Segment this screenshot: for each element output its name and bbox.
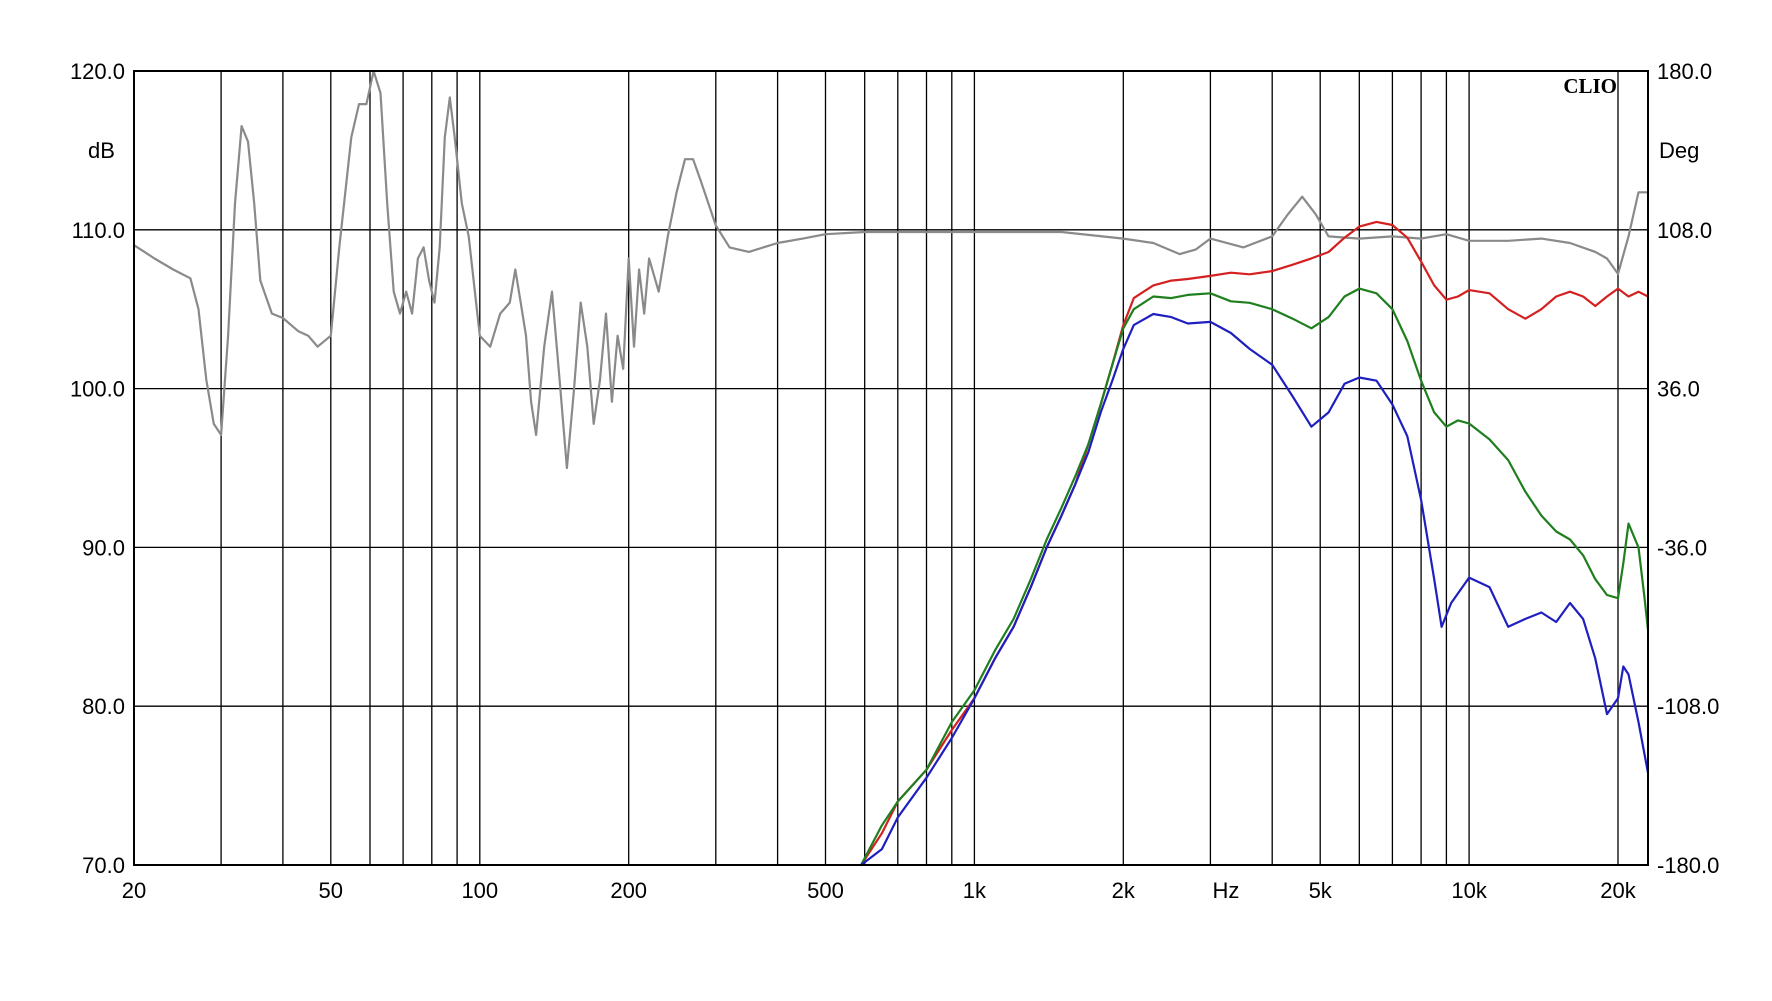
y-right-tick-label: 108.0 xyxy=(1657,218,1712,243)
right-axis-label: Deg xyxy=(1659,138,1699,163)
y-left-tick-label: 110.0 xyxy=(72,218,125,243)
y-left-tick-label: 70.0 xyxy=(82,853,125,878)
x-tick-label: 500 xyxy=(807,878,844,903)
grid-lines xyxy=(133,70,1648,866)
y-right-tick-label: -36.0 xyxy=(1657,535,1707,560)
series-green-curve xyxy=(860,287,1650,867)
y-left-tick-label: 100.0 xyxy=(70,377,125,402)
y-left-tick-label: 120.0 xyxy=(70,59,125,84)
plot-frame xyxy=(133,70,1649,866)
x-tick-label: 10k xyxy=(1451,878,1487,903)
y-left-tick-label: 80.0 xyxy=(82,694,125,719)
series-red-curve xyxy=(860,220,1650,867)
axis-labels: 20 50 100 200 500 1k 2k 5k 10k 20k 70.0 80.0 90.0 100… xyxy=(70,59,1719,903)
x-tick-label: 20 xyxy=(122,878,146,903)
x-tick-label: 100 xyxy=(461,878,498,903)
x-tick-label: 20k xyxy=(1600,878,1636,903)
x-tick-label: 50 xyxy=(319,878,343,903)
x-tick-label: 5k xyxy=(1309,878,1333,903)
brand-logo: CLIO xyxy=(1563,74,1617,98)
y-right-tick-label: -108.0 xyxy=(1657,694,1719,719)
x-tick-label: 2k xyxy=(1112,878,1136,903)
y-right-tick-label: 36.0 xyxy=(1657,377,1700,402)
x-tick-label: 200 xyxy=(610,878,647,903)
y-right-tick-label: -180.0 xyxy=(1657,853,1719,878)
y-right-tick-label: 180.0 xyxy=(1657,59,1712,84)
series-blue-curve xyxy=(860,312,1650,867)
left-axis-label: dB xyxy=(88,138,115,163)
x-axis-label: Hz xyxy=(1213,878,1240,903)
y-left-tick-label: 90.0 xyxy=(82,535,125,560)
response-curves xyxy=(132,69,1650,867)
series-gray-curve xyxy=(132,69,1650,470)
x-tick-label: 1k xyxy=(963,878,987,903)
